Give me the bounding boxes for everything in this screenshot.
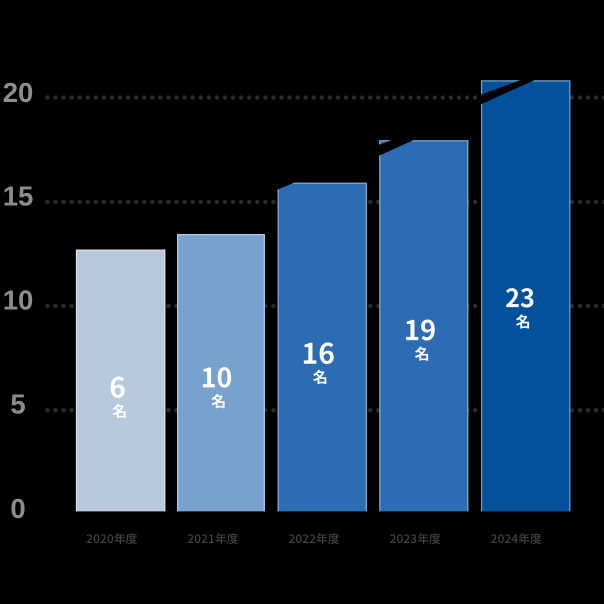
svg-text:5: 5 [10,389,25,420]
svg-text:10: 10 [3,285,34,316]
svg-text:15: 15 [3,181,34,212]
svg-text:20: 20 [3,77,34,108]
svg-text:0: 0 [10,493,25,524]
